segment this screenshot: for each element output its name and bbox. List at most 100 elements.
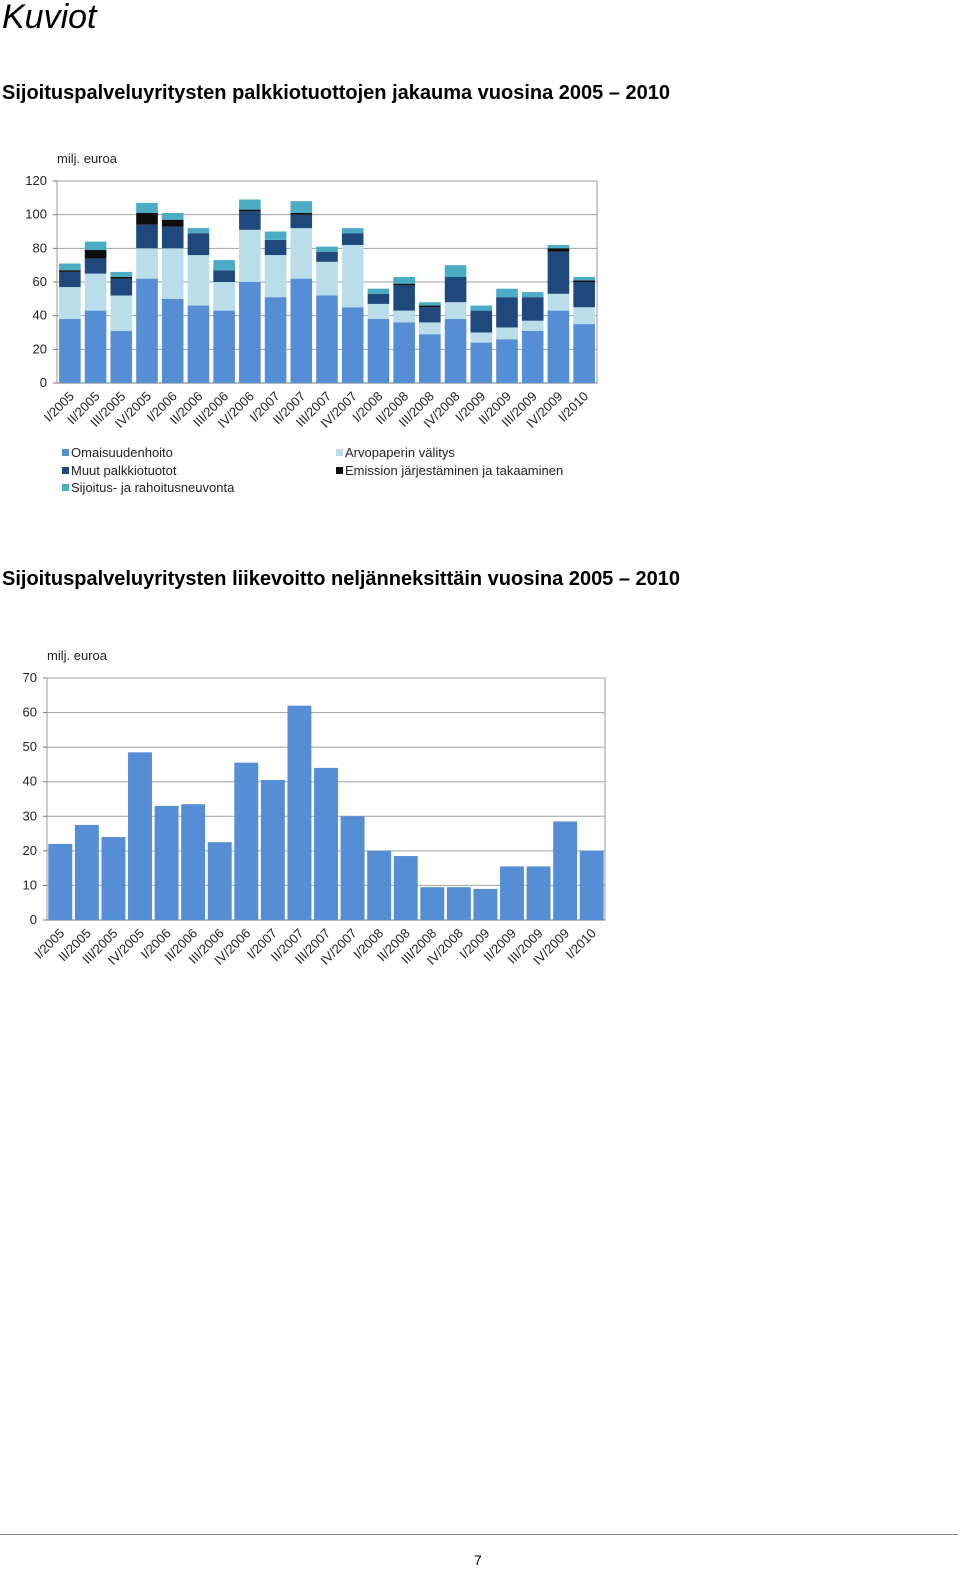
bar-segment [59, 271, 81, 288]
bar-segment [136, 248, 158, 279]
bar-segment [573, 307, 595, 325]
bar [287, 705, 312, 920]
bar-segment [367, 293, 390, 304]
bar-segment [110, 295, 133, 331]
bar-segment [136, 202, 158, 213]
bar-segment [367, 319, 390, 383]
y-tick-label: 120 [25, 173, 47, 188]
bar-segment [521, 330, 544, 383]
bar-segment [470, 310, 493, 333]
legend-swatch [62, 449, 69, 456]
bar-segment [496, 297, 518, 328]
bar-segment [470, 332, 493, 343]
y-axis-title: milj. euroa [47, 648, 108, 663]
bar-segment [419, 334, 441, 383]
bar-segment [419, 322, 441, 335]
bar-segment [444, 265, 467, 277]
bar-segment [393, 283, 415, 286]
bar-segment [290, 228, 313, 279]
bar-segment [496, 288, 518, 298]
bar-segment [444, 319, 467, 383]
bar-segment [161, 219, 184, 227]
bar-segment [110, 278, 133, 296]
y-tick-label: 40 [33, 308, 47, 323]
bar-segment [187, 228, 210, 234]
bar-segment [341, 307, 364, 383]
bar [101, 837, 126, 920]
bar-segment [239, 211, 261, 230]
bar-segment [521, 297, 544, 321]
bar-segment [213, 260, 235, 271]
bar-segment [59, 270, 81, 272]
bar-segment [110, 276, 133, 279]
bar-segment [59, 263, 81, 271]
bar [260, 779, 285, 920]
bar-segment [521, 292, 544, 298]
legend-label: Sijoitus- ja rahoitusneuvonta [71, 480, 235, 495]
bar-segment [341, 244, 364, 308]
bar [579, 850, 604, 920]
y-tick-label: 20 [23, 843, 37, 858]
legend-label: Emission järjestäminen ja takaaminen [345, 463, 563, 478]
bar-segment [573, 324, 595, 383]
bar-segment [213, 270, 235, 282]
bar [473, 888, 498, 920]
chart2-title: Sijoituspalveluyritysten liikevoitto nel… [2, 568, 681, 590]
y-tick-label: 40 [23, 774, 37, 789]
bar-segment [547, 244, 570, 249]
bar [181, 804, 206, 920]
y-tick-label: 100 [25, 207, 47, 222]
bar-segment [136, 278, 158, 383]
bar-segment [213, 282, 235, 311]
bar-segment [290, 201, 313, 213]
legend-swatch [336, 467, 343, 474]
bar [393, 856, 418, 920]
page-number: 7 [474, 1552, 482, 1568]
bar [314, 767, 338, 920]
bar-segment [59, 287, 81, 320]
bar-segment [84, 310, 107, 383]
bar-segment [264, 231, 287, 240]
bar [553, 821, 578, 920]
y-tick-label: 0 [30, 912, 37, 927]
bar-segment [264, 297, 287, 383]
bar-segment [136, 212, 158, 225]
bar-segment [110, 330, 133, 383]
bar-segment [316, 251, 338, 262]
y-tick-label: 10 [23, 877, 37, 892]
bar-segment [136, 224, 158, 249]
y-tick-label: 20 [33, 341, 47, 356]
bar [154, 805, 179, 920]
bar-segment [264, 255, 287, 298]
bar-segment [187, 233, 210, 256]
bar [500, 866, 524, 920]
y-axis-title: milj. euroa [57, 151, 118, 166]
bar-segment [444, 276, 467, 303]
bar-segment [290, 278, 313, 383]
bar [420, 887, 445, 920]
bar [74, 824, 99, 920]
bar-segment [161, 226, 184, 249]
bar-segment [290, 212, 313, 215]
bar-segment [496, 327, 518, 340]
bar [128, 752, 152, 920]
y-tick-label: 50 [23, 739, 37, 754]
y-tick-label: 60 [23, 705, 37, 720]
legend-label: Omaisuudenhoito [71, 445, 173, 460]
bar-segment [393, 322, 415, 383]
bar-segment [239, 229, 261, 282]
bar-segment [341, 233, 364, 245]
bar-segment [496, 339, 518, 383]
bar-segment [239, 282, 261, 383]
bar [234, 762, 259, 920]
legend-swatch [62, 467, 69, 474]
bar-segment [84, 250, 107, 259]
x-tick-label: I/2010 [563, 926, 599, 962]
bar-segment [84, 258, 107, 274]
bar-segment [161, 298, 184, 383]
bar-segment [341, 228, 364, 234]
bar [446, 887, 471, 920]
bar-segment [419, 302, 441, 306]
bar-segment [110, 271, 133, 277]
